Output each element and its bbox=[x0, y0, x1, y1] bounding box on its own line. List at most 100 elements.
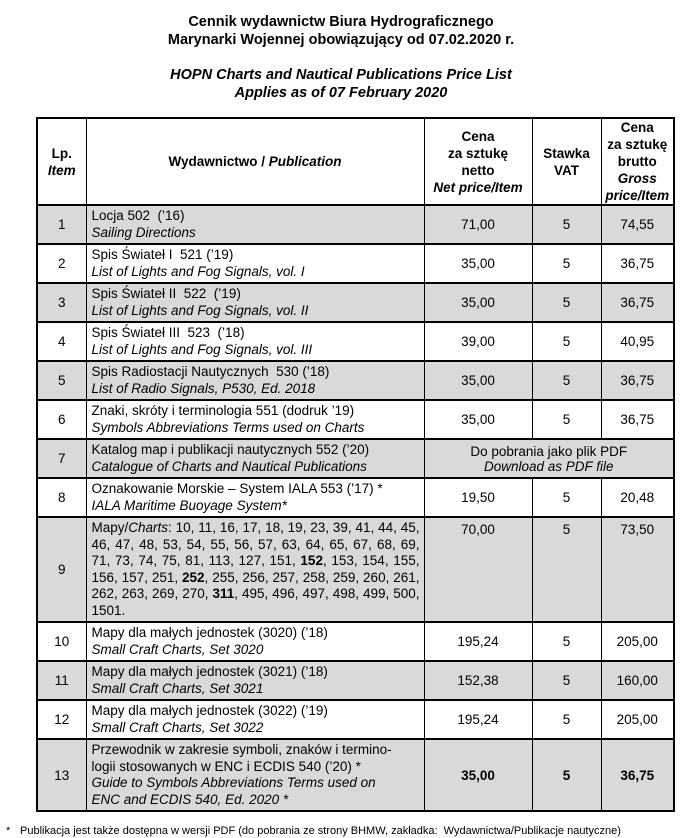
table-row-8: 8 Oznakowanie Morskie – System IALA 553 … bbox=[36, 477, 675, 518]
pdf-download-cell: Do pobrania jako plik PDF Download as PD… bbox=[423, 438, 675, 479]
table-row-3: 3 Spis Świateł II 522 (’19) List of Ligh… bbox=[36, 282, 675, 323]
header-net-price-pl: Cena za sztukę netto bbox=[447, 128, 509, 178]
table-row-7: 7 Katalog map i publikacji nautycznych 5… bbox=[36, 438, 675, 479]
charts-text-segment: , 255, 256, 257, 258, 259, 260, 261, 262… bbox=[91, 569, 420, 602]
table-row-1: 1 Locja 502 (’16) Sailing Directions 71,… bbox=[36, 204, 675, 245]
table-row-4: 4 Spis Świateł III 523 (’18) List of Lig… bbox=[36, 321, 675, 362]
gross-price-cell: 40,95 bbox=[600, 321, 675, 362]
publication-cell: Spis Świateł III 523 (’18) List of Light… bbox=[85, 321, 425, 362]
table-row-10: 10 Mapy dla małych jednostek (3020) (’18… bbox=[36, 621, 675, 662]
vat-cell: 5 bbox=[531, 699, 602, 740]
net-price-cell: 35,00 bbox=[423, 282, 533, 323]
publication-cell: Mapy dla małych jednostek (3021) (’18) S… bbox=[85, 660, 425, 701]
row-number-cell: 9 bbox=[36, 516, 87, 623]
charts-text-segment: 311 bbox=[212, 586, 235, 601]
publication-title-pl: Oznakowanie Morskie – System IALA 553 (’… bbox=[91, 481, 383, 496]
publication-title-pl: Przewodnik w zakresie symboli, znaków i … bbox=[91, 742, 392, 774]
publication-title-en: Symbols Abbreviations Terms used on Char… bbox=[91, 419, 365, 435]
header-gross-price-pl: Cena za sztukę brutto bbox=[607, 120, 668, 169]
net-price-cell: 195,24 bbox=[423, 621, 533, 662]
publication-cell: Oznakowanie Morskie – System IALA 553 (’… bbox=[85, 477, 425, 518]
net-price-cell: 39,00 bbox=[423, 321, 533, 362]
title-pl-line2: Marynarki Wojennej obowiązujący od 07.02… bbox=[167, 32, 515, 48]
publication-cell: Spis Radiostacji Nautycznych 530 (’18) L… bbox=[85, 360, 425, 401]
vat-cell: 5 bbox=[531, 321, 602, 362]
row-number-cell: 5 bbox=[36, 360, 87, 401]
net-price-cell: 71,00 bbox=[423, 204, 533, 245]
table-row-11: 11 Mapy dla małych jednostek (3021) (’18… bbox=[36, 660, 675, 701]
publication-title-en: List of Lights and Fog Signals, vol. III bbox=[91, 341, 313, 357]
publication-title-pl: Spis Świateł III 523 (’18) bbox=[91, 325, 245, 340]
table-row-2: 2 Spis Świateł I 521 (’19) List of Light… bbox=[36, 243, 675, 284]
row-number-cell: 10 bbox=[36, 621, 87, 662]
gross-price-cell: 36,75 bbox=[600, 243, 675, 284]
row-number-cell: 11 bbox=[36, 660, 87, 701]
publication-cell: Mapy dla małych jednostek (3022) (’19) S… bbox=[85, 699, 425, 740]
charts-text-segment: Mapy/ bbox=[91, 520, 129, 535]
header-item-pl: Lp. bbox=[51, 145, 72, 161]
header-net-price-column: Cena za sztukę netto Net price/Item bbox=[423, 117, 533, 206]
vat-cell: 5 bbox=[531, 360, 602, 401]
row-number-cell: 1 bbox=[36, 204, 87, 245]
header-net-price-en: Net price/Item bbox=[433, 179, 523, 195]
header-item-column: Lp. Item bbox=[36, 117, 87, 206]
publication-cell: Katalog map i publikacji nautycznych 552… bbox=[85, 438, 425, 479]
header-gross-price-column: Cena za sztukę brutto Gross price/Item bbox=[600, 117, 675, 206]
charts-text-segment: , 495, 496, 497, 498, 499, 500, 1501. bbox=[91, 586, 420, 618]
gross-price-cell: 205,00 bbox=[600, 699, 675, 740]
net-price-cell: 195,24 bbox=[423, 699, 533, 740]
gross-price-cell: 36,75 bbox=[600, 360, 675, 401]
footnote-marker: * bbox=[6, 825, 11, 837]
pdf-download-en: Download as PDF file bbox=[483, 458, 614, 474]
header-item-en: Item bbox=[47, 162, 76, 178]
header-vat-column: Stawka VAT bbox=[531, 117, 602, 206]
publication-title-pl: Mapy dla małych jednostek (3022) (’19) bbox=[91, 703, 328, 718]
charts-text-segment: , 153, 154, 155, 156, 157, 251, bbox=[91, 553, 420, 585]
vat-cell: 5 bbox=[531, 516, 602, 623]
row-number-cell: 13 bbox=[36, 738, 87, 812]
table-row-9: 9 Mapy/Charts: 10, 11, 16, 17, 18, 19, 2… bbox=[36, 516, 675, 623]
row-number-cell: 12 bbox=[36, 699, 87, 740]
publication-title-en: Small Craft Charts, Set 3020 bbox=[91, 641, 264, 657]
publication-cell: Znaki, skróty i terminologia 551 (dodruk… bbox=[85, 399, 425, 440]
net-price-cell: 35,00 bbox=[423, 243, 533, 284]
charts-text-segment: Charts bbox=[128, 520, 169, 535]
gross-price-cell: 36,75 bbox=[600, 282, 675, 323]
publication-title-pl: Spis Świateł II 522 (’19) bbox=[91, 286, 241, 301]
net-price-cell: 152,38 bbox=[423, 660, 533, 701]
vat-cell: 5 bbox=[531, 621, 602, 662]
gross-price-cell: 73,50 bbox=[600, 516, 675, 623]
gross-price-cell: 74,55 bbox=[600, 204, 675, 245]
charts-text-segment: : 10, 11, 16, 17, 18, 19, 23, 39, 41, 44… bbox=[91, 520, 420, 568]
gross-price-cell: 160,00 bbox=[600, 660, 675, 701]
header-gross-price-en: Gross price/Item bbox=[605, 171, 670, 203]
publication-cell: Mapy/Charts: 10, 11, 16, 17, 18, 19, 23,… bbox=[85, 516, 425, 623]
gross-price-cell: 36,75 bbox=[600, 738, 675, 812]
vat-cell: 5 bbox=[531, 282, 602, 323]
title-en-line1: HOPN Charts and Nautical Publications Pr… bbox=[170, 67, 512, 83]
publication-title-pl: Znaki, skróty i terminologia 551 (dodruk… bbox=[91, 403, 355, 418]
net-price-cell: 35,00 bbox=[423, 738, 533, 812]
publication-title-en: List of Lights and Fog Signals, vol. II bbox=[91, 302, 309, 318]
row-number-cell: 3 bbox=[36, 282, 87, 323]
row-number-cell: 2 bbox=[36, 243, 87, 284]
publication-cell: Mapy dla małych jednostek (3020) (’18) S… bbox=[85, 621, 425, 662]
publication-cell: Spis Świateł I 521 (’19) List of Lights … bbox=[85, 243, 425, 284]
publication-title-pl: Mapy dla małych jednostek (3021) (’18) bbox=[91, 664, 328, 679]
charts-list: Mapy/Charts: 10, 11, 16, 17, 18, 19, 23,… bbox=[92, 520, 420, 619]
publication-title-pl: Mapy dla małych jednostek (3020) (’18) bbox=[91, 625, 328, 640]
price-table-body: 1 Locja 502 (’16) Sailing Directions 71,… bbox=[36, 204, 675, 812]
publication-title-en: Catalogue of Charts and Nautical Publica… bbox=[91, 458, 367, 474]
header-publication-en: Publication bbox=[268, 154, 342, 169]
gross-price-cell: 36,75 bbox=[600, 399, 675, 440]
net-price-cell: 19,50 bbox=[423, 477, 533, 518]
net-price-cell: 35,00 bbox=[423, 360, 533, 401]
header-publication-pl: Wydawnictwo / bbox=[168, 154, 265, 169]
pdf-download-pl: Do pobrania jako plik PDF bbox=[470, 443, 628, 459]
charts-text-segment: 152 bbox=[300, 553, 323, 568]
charts-text-segment: 252 bbox=[182, 569, 205, 585]
title-pl-line1: Cennik wydawnictw Biura Hydrograficznego bbox=[188, 14, 494, 30]
publication-cell: Przewodnik w zakresie symboli, znaków i … bbox=[85, 738, 425, 812]
publication-title-pl: Locja 502 (’16) bbox=[91, 208, 185, 223]
gross-price-cell: 205,00 bbox=[600, 621, 675, 662]
